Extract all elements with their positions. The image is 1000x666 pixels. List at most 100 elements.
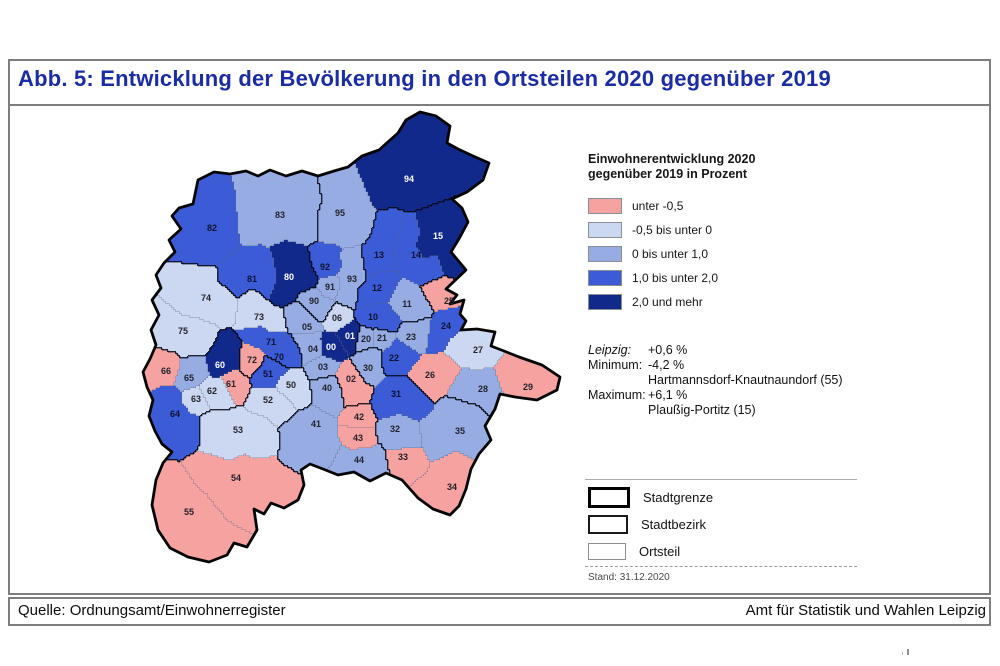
ortsteil-number-label: 02 bbox=[345, 374, 357, 384]
boundary-row-stadtbezirk: Stadtbezirk bbox=[588, 513, 706, 535]
ortsteil-number-label: 91 bbox=[324, 282, 336, 292]
legend-class-row: unter -0,5 bbox=[588, 197, 683, 215]
ortsteil-number-label: 22 bbox=[388, 353, 400, 363]
stadtbezirk-symbol bbox=[588, 514, 628, 534]
ortsteil-number-label: 66 bbox=[160, 366, 172, 376]
stat-maximum: Maximum: +6,1 % bbox=[588, 388, 687, 402]
stat-minimum-name: Hartmannsdorf-Knautnaundorf (55) bbox=[648, 373, 843, 387]
ortsteil-number-label: 27 bbox=[472, 345, 484, 355]
ortsteil-number-label: 95 bbox=[334, 208, 346, 218]
stat-leipzig-value: +0,6 % bbox=[648, 343, 688, 357]
legend-swatch-0-1 bbox=[588, 246, 622, 262]
ortsteil-number-label: 82 bbox=[206, 223, 218, 233]
legend-swatch-1-2 bbox=[588, 270, 622, 286]
ortsteil-number-label: 54 bbox=[230, 473, 242, 483]
legend-class-label: 0 bis unter 1,0 bbox=[632, 247, 709, 261]
scan-artifact bbox=[907, 649, 909, 655]
ortsteil-number-label: 25 bbox=[443, 296, 455, 306]
scan-artifact bbox=[902, 652, 903, 655]
ortsteil-number-label: 61 bbox=[225, 379, 237, 389]
stat-minimum: Minimum: -4,2 % bbox=[588, 358, 684, 372]
ortsteil-number-label: 21 bbox=[376, 333, 388, 343]
ortsteil-number-label: 23 bbox=[405, 332, 417, 342]
legend-class-label: 2,0 und mehr bbox=[632, 295, 703, 309]
ortsteil-number-label: 83 bbox=[274, 210, 286, 220]
ortsteil-number-label: 64 bbox=[169, 409, 181, 419]
stat-max-value: +6,1 % bbox=[648, 388, 688, 402]
ortsteil-number-label: 00 bbox=[325, 342, 337, 352]
ortsteil-number-label: 52 bbox=[262, 395, 274, 405]
ortsteil-number-label: 11 bbox=[402, 299, 412, 309]
ortsteil-number-label: 26 bbox=[424, 370, 436, 380]
legend-swatch-under-minus05 bbox=[588, 198, 622, 214]
ortsteil-number-label: 06 bbox=[331, 313, 343, 323]
ortsteil-number-label: 63 bbox=[190, 394, 202, 404]
ortsteil-number-label: 29 bbox=[522, 382, 534, 392]
ortsteil-number-label: 74 bbox=[200, 293, 212, 303]
ortsteil-number-label: 15 bbox=[432, 231, 444, 241]
figure-title-box bbox=[8, 59, 991, 104]
ortsteil-number-label: 30 bbox=[362, 363, 374, 373]
ortsteil-number-label: 34 bbox=[446, 482, 458, 492]
ortsteil-number-label: 05 bbox=[301, 322, 313, 332]
ortsteil-number-label: 14 bbox=[410, 250, 422, 260]
ortsteil-number-label: 35 bbox=[454, 426, 466, 436]
stat-leipzig-label: Leipzig: bbox=[588, 343, 632, 357]
ortsteil-number-label: 44 bbox=[353, 455, 365, 465]
ortsteil-number-label: 28 bbox=[477, 384, 489, 394]
ortsteil-number-label: 75 bbox=[177, 326, 189, 336]
footer-publisher: Amt für Statistik und Wahlen Leipzig bbox=[745, 602, 986, 619]
ortsteil-label: Ortsteil bbox=[639, 543, 681, 559]
ortsteil-number-label: 42 bbox=[353, 412, 365, 422]
stat-max-label: Maximum: bbox=[588, 388, 646, 402]
ortsteil-number-label: 50 bbox=[285, 380, 297, 390]
ortsteil-number-label: 40 bbox=[321, 383, 333, 393]
ortsteil-number-label: 80 bbox=[283, 272, 295, 282]
ortsteil-number-label: 32 bbox=[389, 424, 401, 434]
leipzig-choropleth-map: 00 01 02 03 04 05 06 10 11 12 13 14 15 20 21 22 23 24 25 26… bbox=[135, 108, 575, 573]
boundary-row-ortsteil: Ortsteil bbox=[588, 540, 680, 562]
ortsteil-number-label: 71 bbox=[265, 337, 277, 347]
legend-title-line1: Einwohnerentwicklung 2020 bbox=[588, 152, 756, 166]
ortsteil-number-label: 60 bbox=[214, 360, 226, 370]
ortsteil-number-label: 73 bbox=[253, 312, 265, 322]
legend-swatch-minus05-0 bbox=[588, 222, 622, 238]
ortsteil-number-label: 01 bbox=[344, 331, 356, 341]
stat-leipzig: Leipzig: +0,6 % bbox=[588, 343, 687, 357]
legend-divider-top bbox=[585, 479, 857, 480]
legend-class-row: 2,0 und mehr bbox=[588, 293, 703, 311]
ortsteil-number-label: 24 bbox=[440, 321, 452, 331]
ortsteil-number-label: 41 bbox=[310, 419, 322, 429]
figure-title: Abb. 5: Entwicklung der Bevölkerung in d… bbox=[18, 66, 831, 91]
ortsteil-number-label: 70 bbox=[273, 352, 285, 362]
stadtbezirk-label: Stadtbezirk bbox=[641, 516, 707, 532]
stat-min-value: -4,2 % bbox=[648, 358, 685, 372]
ortsteil-number-label: 43 bbox=[352, 433, 364, 443]
legend-class-row: 0 bis unter 1,0 bbox=[588, 245, 708, 263]
ortsteil-number-label: 72 bbox=[246, 355, 258, 365]
ortsteil-number-label: 33 bbox=[397, 452, 409, 462]
ortsteil-number-label: 90 bbox=[308, 296, 320, 306]
legend-title-line2: gegenüber 2019 in Prozent bbox=[588, 167, 748, 181]
stand-date: Stand: 31.12.2020 bbox=[588, 572, 670, 583]
ortsteil-number-label: 03 bbox=[317, 362, 329, 372]
ortsteil-number-label: 92 bbox=[319, 262, 331, 272]
boundary-row-stadtgrenze: Stadtgrenze bbox=[588, 486, 713, 508]
stadtgrenze-symbol bbox=[588, 486, 630, 508]
legend-swatch-2-plus bbox=[588, 294, 622, 310]
district-labels: 00 01 02 03 04 05 06 10 11 12 13 14 15 20 21 22 23 24 25 26… bbox=[135, 108, 575, 573]
legend-divider-bottom bbox=[585, 566, 857, 567]
ortsteil-symbol bbox=[588, 542, 626, 560]
legend-class-label: unter -0,5 bbox=[632, 199, 684, 213]
legend-class-row: 1,0 bis unter 2,0 bbox=[588, 269, 718, 287]
choropleth-canvas bbox=[135, 108, 575, 573]
ortsteil-number-label: 13 bbox=[373, 250, 385, 260]
stat-maximum-name: Plaußig-Portitz (15) bbox=[648, 403, 756, 417]
legend-class-label: 1,0 bis unter 2,0 bbox=[632, 271, 719, 285]
ortsteil-number-label: 31 bbox=[390, 389, 402, 399]
ortsteil-number-label: 10 bbox=[367, 312, 379, 322]
stadtgrenze-label: Stadtgrenze bbox=[643, 489, 714, 505]
ortsteil-number-label: 94 bbox=[403, 174, 415, 184]
footer-box bbox=[8, 597, 991, 626]
